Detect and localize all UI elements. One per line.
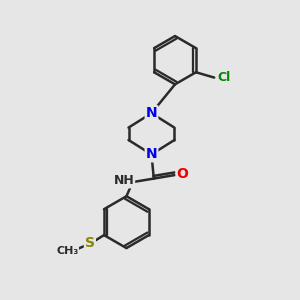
Text: O: O (176, 167, 188, 182)
Text: N: N (146, 106, 157, 120)
Text: NH: NH (113, 174, 134, 188)
Text: CH₃: CH₃ (56, 246, 78, 256)
Text: S: S (85, 236, 95, 250)
Text: Cl: Cl (217, 71, 230, 84)
Text: N: N (146, 147, 157, 161)
